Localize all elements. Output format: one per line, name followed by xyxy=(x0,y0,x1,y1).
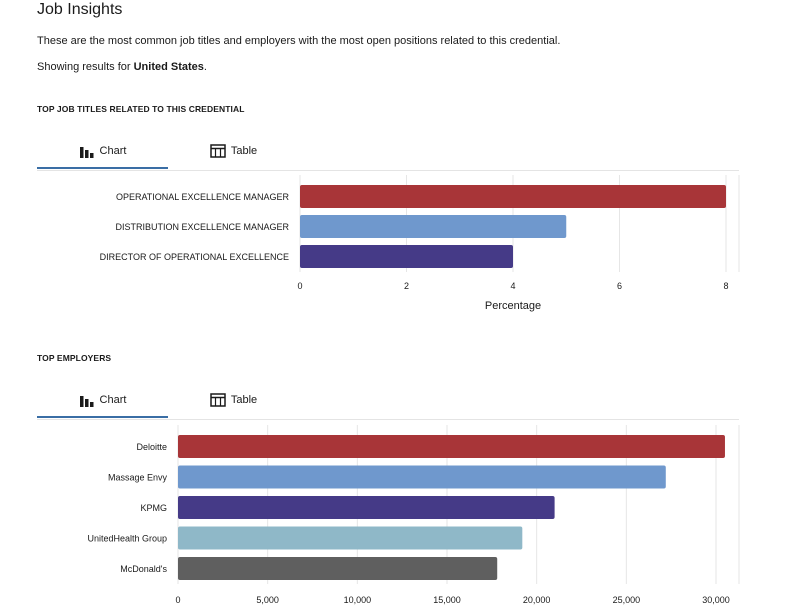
category-label: OPERATIONAL EXCELLENCE MANAGER xyxy=(116,192,290,202)
bar[interactable] xyxy=(178,435,725,458)
bar[interactable] xyxy=(178,526,523,550)
showing-suffix: . xyxy=(203,61,207,73)
tick-label: 20,000 xyxy=(523,595,551,605)
tick-label: 10,000 xyxy=(344,595,372,605)
tab-chart[interactable]: Chart xyxy=(37,383,168,418)
tick-label: 30,000 xyxy=(702,595,730,605)
bar[interactable] xyxy=(178,496,555,519)
tabs-employers: Chart Table xyxy=(37,383,739,420)
employers-chart: Deloitte Massage Envy KPMG UnitedHealth Gro… xyxy=(87,425,740,605)
bar-chart-icon xyxy=(79,146,94,158)
bar[interactable] xyxy=(178,557,498,580)
category-label: KPMG xyxy=(140,503,167,513)
bar[interactable] xyxy=(300,215,567,238)
tab-chart-label: Chart xyxy=(99,393,127,406)
table-icon xyxy=(210,143,226,158)
job-titles-chart: OPERATIONAL EXCELLENCE MANAGER DISTRIBUTI… xyxy=(100,175,740,312)
category-label: UnitedHealth Group xyxy=(87,534,167,544)
tick-label: 15,000 xyxy=(433,595,461,605)
tick-label: 8 xyxy=(723,281,728,291)
tab-chart-label: Chart xyxy=(99,144,127,157)
showing-prefix: Showing results for xyxy=(37,61,134,73)
intro-text: These are the most common job titles and… xyxy=(37,35,561,47)
tick-label: 4 xyxy=(510,281,515,291)
tick-label: 0 xyxy=(297,281,302,291)
x-axis-title: Percentage xyxy=(485,300,541,312)
location-name: United States xyxy=(133,61,204,73)
category-label: DIRECTOR OF OPERATIONAL EXCELLENCE xyxy=(100,252,289,262)
tick-label: 0 xyxy=(175,595,180,605)
tick-label: 2 xyxy=(404,281,409,291)
tab-table[interactable]: Table xyxy=(168,383,299,416)
tab-table-label: Table xyxy=(230,393,258,406)
showing-results-text: Showing results for United States. xyxy=(37,60,207,74)
bar[interactable] xyxy=(300,245,513,268)
tabs-job-titles: Chart Table xyxy=(37,134,739,171)
tick-label: 5,000 xyxy=(256,595,279,605)
category-label: Deloitte xyxy=(136,442,167,452)
page-title: Job Insights xyxy=(37,1,123,18)
table-icon xyxy=(210,392,226,407)
section-heading-employers: TOP EMPLOYERS xyxy=(37,353,112,363)
tab-chart[interactable]: Chart xyxy=(37,134,168,169)
category-label: McDonald's xyxy=(120,564,167,574)
section-heading-job-titles: TOP JOB TITLES RELATED TO THIS CREDENTIA… xyxy=(37,104,245,114)
tab-table-label: Table xyxy=(230,144,258,157)
tick-label: 6 xyxy=(617,281,622,291)
bar[interactable] xyxy=(178,465,666,489)
tab-table[interactable]: Table xyxy=(168,134,299,167)
bar-chart-icon xyxy=(79,395,94,407)
category-label: DISTRIBUTION EXCELLENCE MANAGER xyxy=(115,222,289,232)
bar[interactable] xyxy=(300,185,726,208)
category-label: Massage Envy xyxy=(108,473,168,483)
tick-label: 25,000 xyxy=(613,595,641,605)
